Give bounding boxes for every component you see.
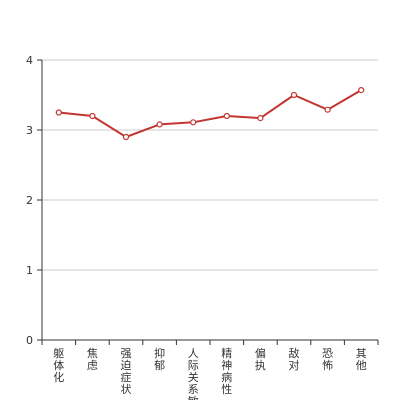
data-point-0	[55, 109, 62, 116]
y-tick-label-0: 0	[26, 334, 33, 347]
x-tick-label-8: 恐怖	[322, 347, 333, 372]
data-point-3	[156, 121, 163, 128]
data-point-8	[324, 106, 331, 113]
data-point-7	[290, 91, 298, 99]
data-point-1	[89, 112, 96, 120]
series	[55, 86, 365, 141]
x-tick-label-5: 精神病性	[221, 347, 232, 396]
x-tick-label-2: 强迫症状	[121, 347, 132, 396]
data-point-5	[223, 112, 230, 120]
x-tick-label-7: 敌对	[289, 346, 300, 372]
data-point-9	[358, 86, 365, 94]
data-point-2	[122, 133, 130, 141]
y-tick-label-2: 2	[26, 194, 33, 207]
grid-lines	[42, 59, 378, 271]
data-point-4	[190, 119, 197, 126]
series-line-0	[57, 89, 363, 138]
y-tick-label-1: 1	[26, 264, 33, 277]
x-tick-label-9: 其他	[356, 347, 367, 372]
x-tick-label-0: 躯体化	[53, 347, 64, 384]
y-tick-label-4: 4	[26, 54, 33, 67]
x-tick-label-6: 偏执	[255, 346, 266, 372]
y-tick-label-3: 3	[26, 124, 33, 137]
x-tick-label-4: 人际关系敏感	[188, 347, 199, 400]
axes	[37, 59, 379, 345]
x-tick-label-3: 抑郁	[154, 346, 165, 372]
data-point-6	[257, 114, 264, 122]
x-tick-label-1: 焦虑	[87, 347, 98, 372]
